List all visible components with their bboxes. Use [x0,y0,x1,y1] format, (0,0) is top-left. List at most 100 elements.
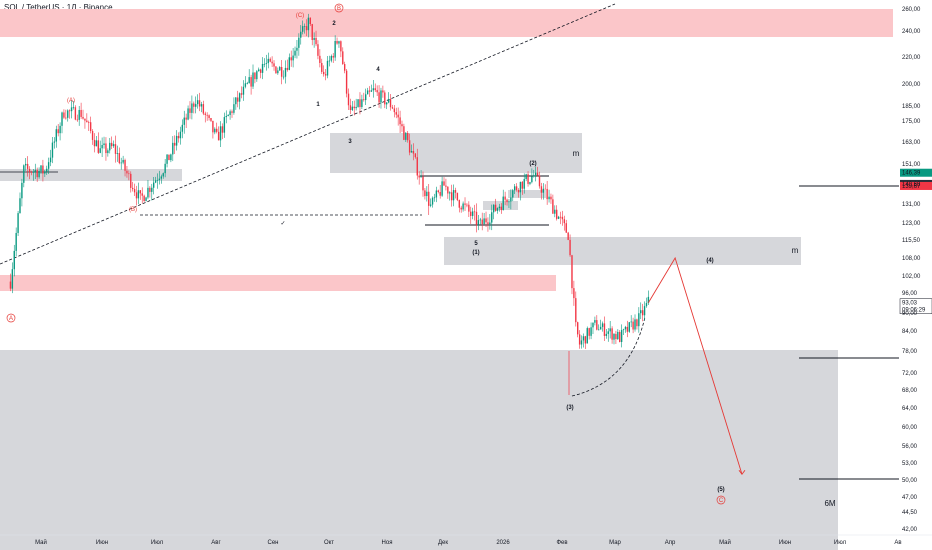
candle-body [437,190,439,192]
candle-body [523,179,525,189]
candle-body [450,192,453,201]
candle-body [17,213,19,233]
zone-small-a[interactable] [483,201,518,210]
candle-body [11,269,14,289]
wave-label-black: 2 [332,21,336,27]
candle-body [546,188,548,200]
price-label: 140,68 [902,182,921,188]
candle-body [387,99,390,103]
candle-body [298,37,300,48]
candle-body [219,126,222,141]
candle-body [258,69,260,72]
candle-body [141,193,143,196]
candle-body [290,57,292,61]
candle-body [187,108,189,120]
y-tick-label: 60,00 [902,425,918,431]
candle-body [512,190,514,198]
y-tick-label: 78,00 [902,349,918,355]
support-zone-red[interactable] [0,275,556,291]
zone-left[interactable] [0,169,182,181]
candle-body [559,216,562,218]
candle-body [643,306,646,316]
candle-body [431,197,434,205]
wave-circle-icon [716,495,726,505]
y-tick-label: 53,00 [902,461,918,467]
candle-body [238,93,241,102]
candle-body [151,187,153,192]
candle-body [229,111,231,115]
candle-body [183,117,185,125]
wave-label-red: A [9,316,13,322]
candle-body [154,180,157,183]
candle-body [227,114,229,117]
candle-body [13,250,15,270]
candle-body [286,67,289,70]
candle-body [269,58,271,62]
wave-label-red: (A) [67,98,75,104]
candle-body [34,169,36,172]
candle-body [550,196,552,200]
dashed-arc[interactable] [571,316,646,397]
candle-body [19,198,21,214]
candle-body [179,131,182,139]
candle-body [130,173,132,188]
candle-body [322,71,325,75]
candle-body [112,144,115,147]
candle-body [573,288,575,299]
candle-body [399,117,401,125]
candle-body [174,142,176,146]
zone-label: m [573,149,580,158]
candle-body [380,90,382,103]
candle-body [68,110,71,112]
candle-body [23,165,25,183]
candle-body [596,320,598,330]
candle-body [342,51,344,65]
y-tick-label: 185,00 [902,104,921,110]
candle-body [137,190,140,199]
zone-small-b[interactable] [508,190,546,198]
candle-body [95,140,98,147]
price-axis[interactable] [899,0,932,535]
candle-body [401,124,403,127]
y-tick-label: 84,00 [902,329,918,335]
candle-body [582,336,585,341]
wave-label-red: C [719,498,724,504]
candle-body [536,172,539,176]
zone-m-lower[interactable] [444,237,801,265]
candle-body [288,57,290,70]
candle-body [351,106,354,110]
demand-zone-large[interactable] [0,350,838,550]
candle-body [275,66,277,74]
candle-body [334,40,336,58]
candle-body [502,196,504,211]
candle-body [556,209,558,219]
candle-body [575,298,577,323]
candle-body [407,132,409,141]
candle-body [59,125,61,134]
candle-body [620,330,623,342]
candle-body [397,114,399,118]
y-tick-label: 44,50 [902,510,918,516]
x-tick-label: Авг [211,540,221,546]
y-tick-label: 42,00 [902,527,918,533]
candle-body [330,56,333,61]
candle-body [208,115,210,118]
y-tick-label: 200,00 [902,82,921,88]
candle-body [565,223,567,233]
projection-path[interactable] [647,256,743,475]
candle-body [76,119,78,121]
candle-body [193,103,195,107]
candle-body [195,104,197,107]
candle-body [233,104,235,113]
candle-body [368,90,371,92]
dashed-trendline[interactable] [0,3,616,265]
candle-body [513,186,516,191]
x-tick-label: Дек [438,540,448,546]
candle-body [613,334,615,340]
candle-body [510,197,512,202]
zone-m-upper[interactable] [330,133,582,173]
resistance-zone-top[interactable] [0,9,893,37]
candle-body [223,117,226,133]
candle-body [534,172,537,176]
